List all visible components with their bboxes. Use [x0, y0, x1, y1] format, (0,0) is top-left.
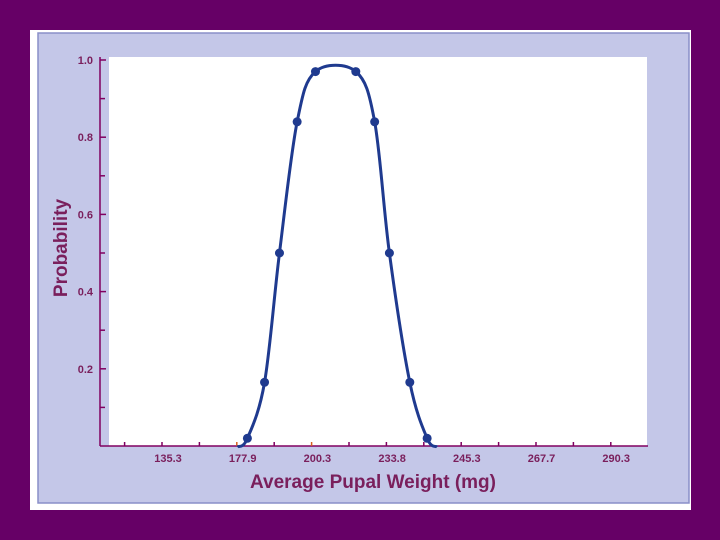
plot-area — [109, 57, 647, 446]
data-point — [260, 377, 270, 387]
data-point — [274, 248, 284, 258]
x-tick-label: 267.7 — [528, 453, 556, 465]
x-tick-label: 177.9 — [229, 453, 257, 465]
x-axis-title: Average Pupal Weight (mg) — [250, 472, 496, 493]
x-tick-label: 290.3 — [602, 453, 630, 465]
data-point — [370, 117, 380, 127]
data-point — [384, 248, 394, 258]
x-tick-label: 245.3 — [453, 453, 481, 465]
slide-frame: 0.2 0.4 0.6 0.8 1.0 135.3 177.9 200.3 233.8 245.3… — [30, 30, 691, 510]
y-tick-label: 0.2 — [78, 364, 93, 376]
x-tick-label: 200.3 — [304, 453, 332, 465]
data-point — [292, 117, 302, 127]
data-point — [242, 433, 252, 443]
data-point — [422, 433, 432, 443]
y-tick-label: 1.0 — [78, 55, 93, 67]
chart: 0.2 0.4 0.6 0.8 1.0 135.3 177.9 200.3 233.8 245.3… — [37, 32, 690, 504]
y-tick-label: 0.6 — [78, 209, 93, 221]
data-point — [310, 67, 320, 77]
x-tick-label: 135.3 — [154, 453, 182, 465]
y-tick-label: 0.8 — [78, 132, 93, 144]
y-tick-label: 0.4 — [78, 287, 94, 299]
y-axis-title: Probability — [51, 198, 72, 297]
x-tick-label: 233.8 — [378, 453, 406, 465]
data-point — [405, 377, 415, 387]
data-point — [351, 67, 361, 77]
